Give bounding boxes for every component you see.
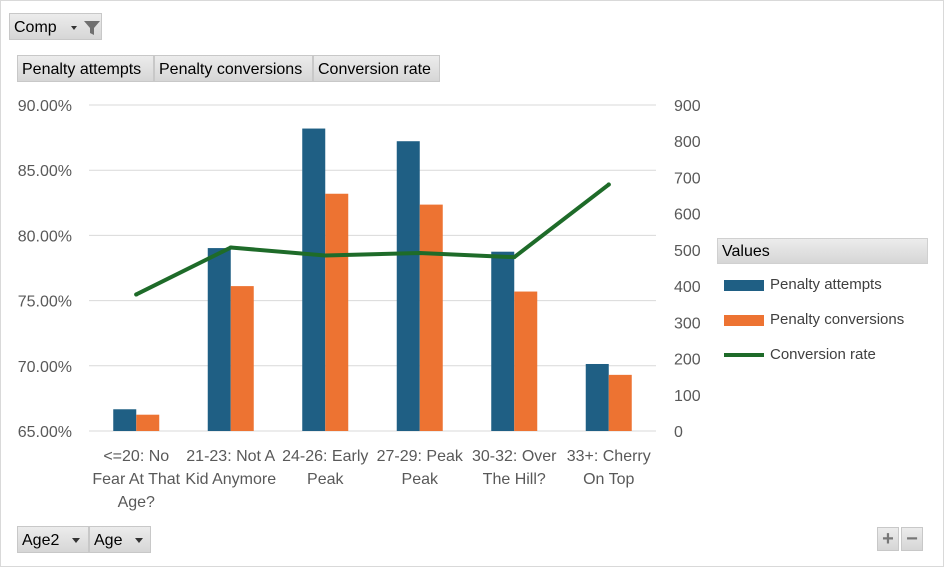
bar-penalty-attempts [302,128,326,432]
legend-item-penalty-conversions[interactable]: Penalty conversions [724,310,904,330]
bar-penalty-attempts [396,141,420,431]
y-left-tick-label: 80.00% [18,228,72,245]
x-category-label: Age? [118,494,155,511]
legend-label: Conversion rate [770,346,876,363]
y-right-tick-label: 300 [674,315,701,332]
line-point-conversion-rate [417,251,422,256]
x-category-label: Kid Anymore [185,471,276,488]
y-left-tick-label: 75.00% [18,294,72,311]
axis-button-age2[interactable]: Age2 [17,526,89,553]
x-category-label: On Top [583,471,634,488]
bar-penalty-conversions [419,204,443,431]
y-right-tick-label: 400 [674,279,701,296]
line-point-conversion-rate [323,253,328,258]
x-category-label: 30-32: Over [472,448,557,465]
legend-swatch-attempts [724,279,764,291]
y-left-tick-label: 65.00% [18,424,72,441]
expand-plus-button[interactable]: + [877,527,899,551]
y-left-tick-label: 90.00% [18,98,72,115]
axis-button-age[interactable]: Age [89,526,151,553]
legend-swatch-rate [724,353,764,358]
dropdown-arrow-icon [71,538,80,544]
x-category-label: 21-23: Not A [186,448,275,465]
line-point-conversion-rate [606,182,611,187]
y-right-tick-label: 500 [674,243,701,260]
x-category-label: 33+: Cherry [567,448,651,465]
collapse-minus-button[interactable]: − [901,527,923,551]
comp-filter-button[interactable]: Comp [9,13,102,40]
x-category-label: The Hill? [483,471,546,488]
legend-label: Penalty attempts [770,276,882,293]
dropdown-arrow-icon [134,538,143,544]
value-button-penalty-conversions[interactable]: Penalty conversions [154,55,313,82]
line-conversion-rate [134,182,611,297]
line-point-conversion-rate [512,255,517,260]
bar-penalty-attempts [585,363,609,431]
bar-penalty-conversions [136,414,160,431]
legend-title: Values [717,238,928,264]
axis-button-label: Age [94,532,123,549]
legend-swatch-conversions [724,314,764,326]
bar-penalty-attempts [491,251,515,431]
legend-label: Penalty conversions [770,311,905,328]
bar-penalty-conversions [230,286,254,431]
dropdown-arrow-icon [71,25,78,30]
y-right-tick-label: 0 [674,424,683,441]
y-right-tick-label: 600 [674,207,701,224]
line-point-conversion-rate [134,292,139,297]
bar-penalty-attempts [207,248,231,431]
value-button-label: Conversion rate [318,61,431,78]
x-category-label: Peak [402,471,439,488]
value-button-label: Penalty conversions [159,61,303,78]
x-category-label: <=20: No [103,448,169,465]
y-right-tick-label: 800 [674,134,701,151]
x-category-label: Fear At That [92,471,180,488]
axis-button-label: Age2 [22,532,60,549]
legend-item-conversion-rate[interactable]: Conversion rate [724,345,876,365]
legend-item-penalty-attempts[interactable]: Penalty attempts [724,275,882,295]
y-left-tick-label: 70.00% [18,359,72,376]
y-right-tick-label: 200 [674,352,701,369]
value-button-label: Penalty attempts [22,61,142,78]
filter-icon [83,20,100,35]
y-right-tick-label: 900 [674,98,701,115]
bar-penalty-conversions [608,374,632,431]
bar-penalty-attempts [113,409,137,431]
bar-penalty-conversions [325,193,349,431]
value-button-penalty-attempts[interactable]: Penalty attempts [17,55,154,82]
line-point-conversion-rate [228,245,233,250]
y-left-tick-label: 85.00% [18,163,72,180]
comp-filter-label: Comp [14,19,57,36]
bar-penalty-conversions [514,291,538,431]
combo-chart: 65.00% 70.00% 75.00% 80.00% 85.00% 90.00% 0 100… [18,98,701,511]
x-category-label: 27-29: Peak [377,448,464,465]
y-right-tick-label: 700 [674,170,701,187]
x-category-label: 24-26: Early [282,448,368,465]
x-category-label: Peak [307,471,344,488]
y-right-tick-label: 100 [674,388,701,405]
value-button-conversion-rate[interactable]: Conversion rate [313,55,440,82]
